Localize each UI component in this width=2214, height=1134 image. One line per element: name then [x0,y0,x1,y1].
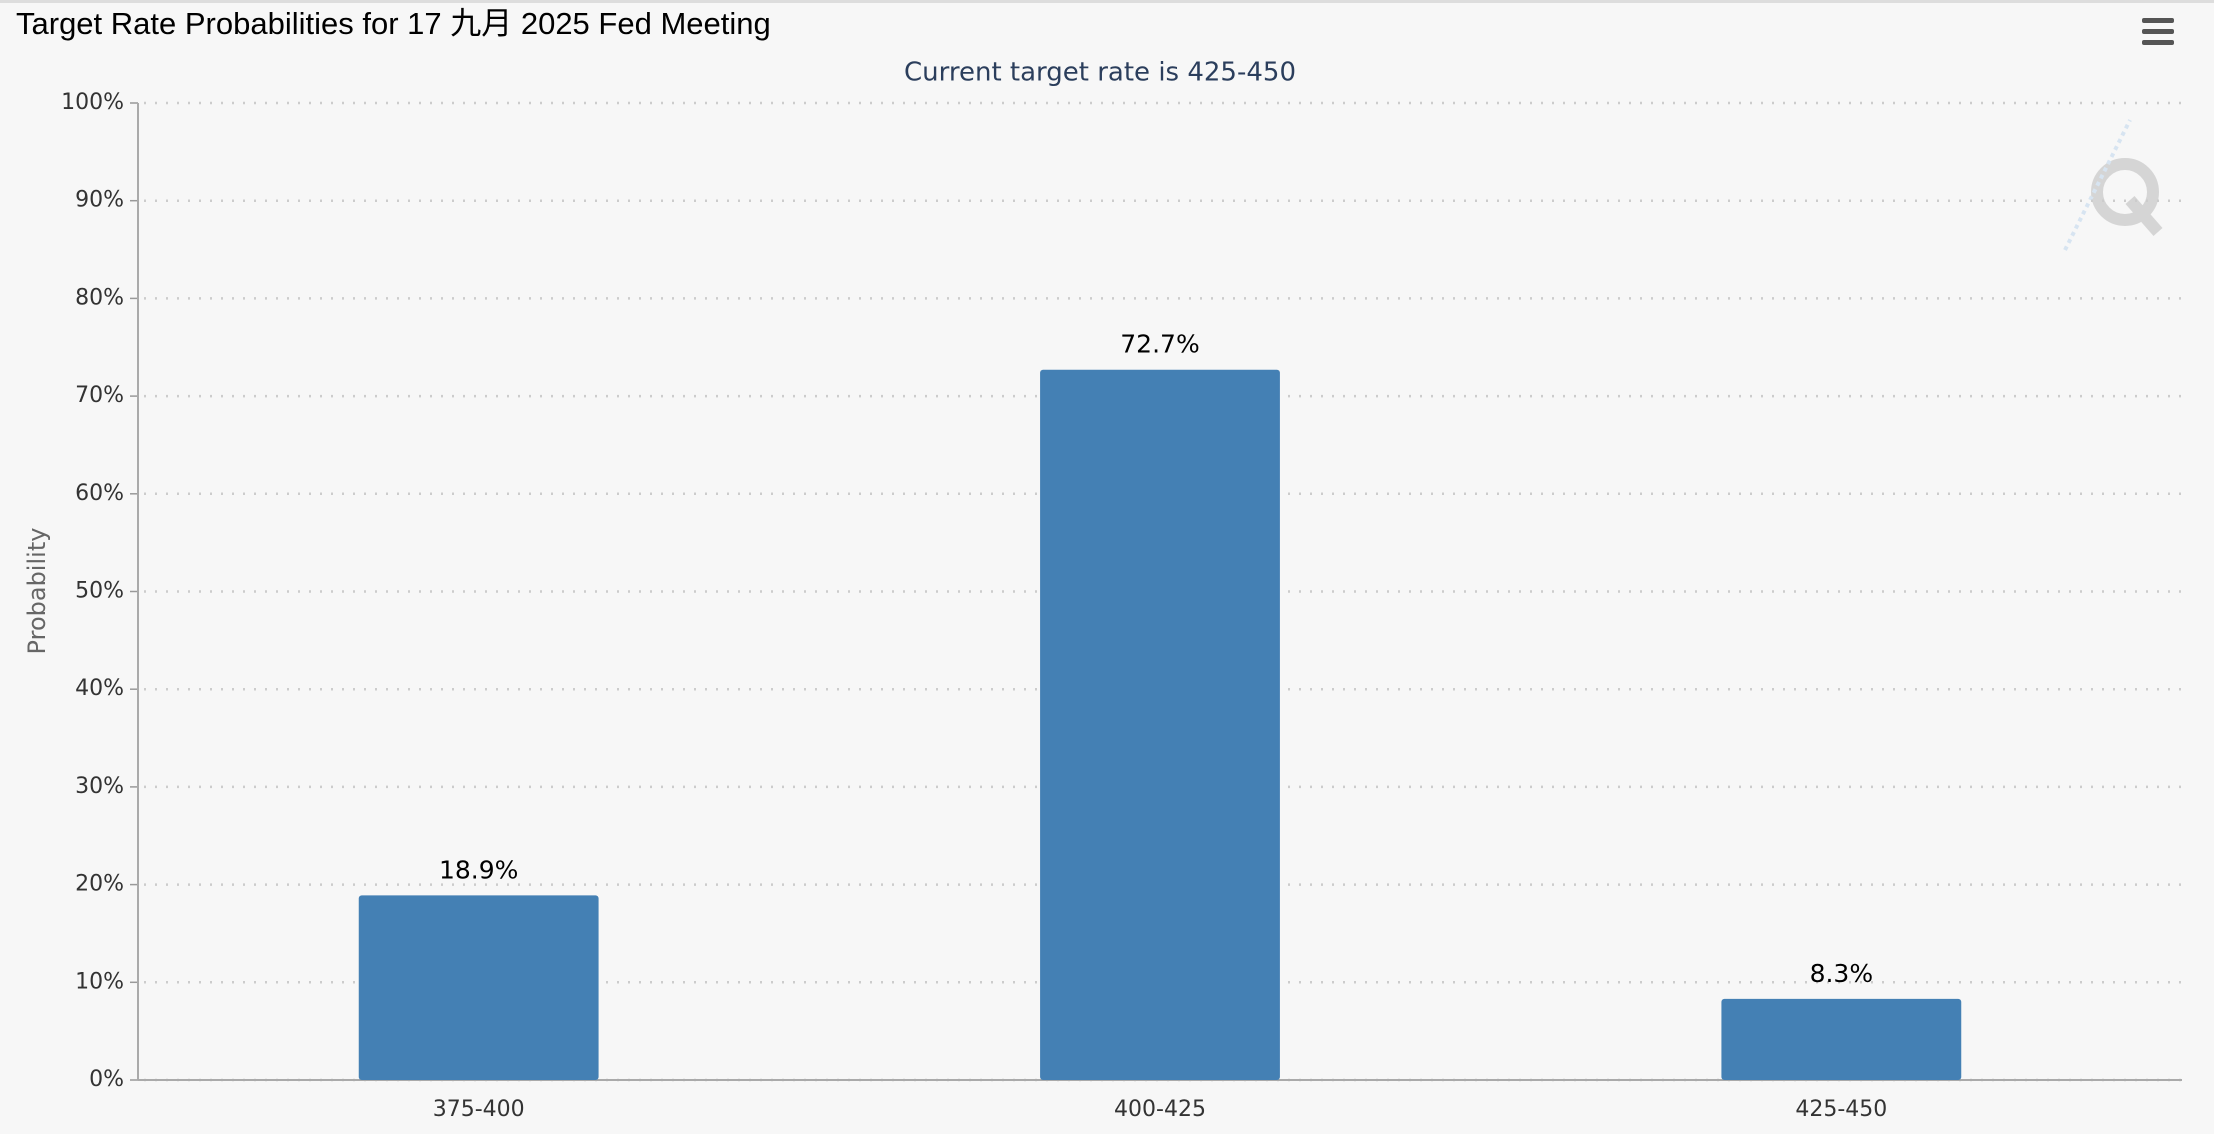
watermark-logo [2063,119,2163,251]
bar [1040,369,1280,1080]
y-tick-label: 100% [61,90,124,115]
x-tick-label: 425-450 [1795,1097,1887,1122]
top-border [0,0,2214,3]
x-tick-label: 400-425 [1114,1097,1206,1122]
logo-streak [2063,119,2132,251]
logo-tail [2125,196,2163,236]
y-axis-label: Probability [23,528,51,655]
logo-ring [2091,158,2159,226]
menu-bar[interactable] [2142,29,2174,34]
bar [1721,998,1962,1080]
y-tick-label: 80% [75,285,124,310]
x-tick-label: 375-400 [433,1097,525,1122]
menu-bar[interactable] [2142,40,2174,45]
y-tick-label: 70% [75,383,124,408]
menu-button[interactable] [2142,18,2174,45]
bar [358,895,599,1080]
data-label: 18.9% [439,855,518,884]
y-tick-label: 20% [75,872,124,897]
y-tick-label: 0% [89,1067,124,1092]
data-label: 8.3% [1810,959,1874,988]
chart-title: Target Rate Probabilities for 17 九月 2025… [16,6,771,41]
y-tick-label: 10% [75,969,124,994]
y-tick-label: 90% [75,188,124,213]
chart-subtitle: Current target rate is 425-450 [904,58,1296,88]
y-tick-label: 60% [75,481,124,506]
y-tick-label: 50% [75,579,124,604]
y-tick-label: 30% [75,774,124,799]
menu-bar[interactable] [2142,18,2174,23]
data-label: 72.7% [1120,330,1199,359]
y-tick-label: 40% [75,676,124,701]
